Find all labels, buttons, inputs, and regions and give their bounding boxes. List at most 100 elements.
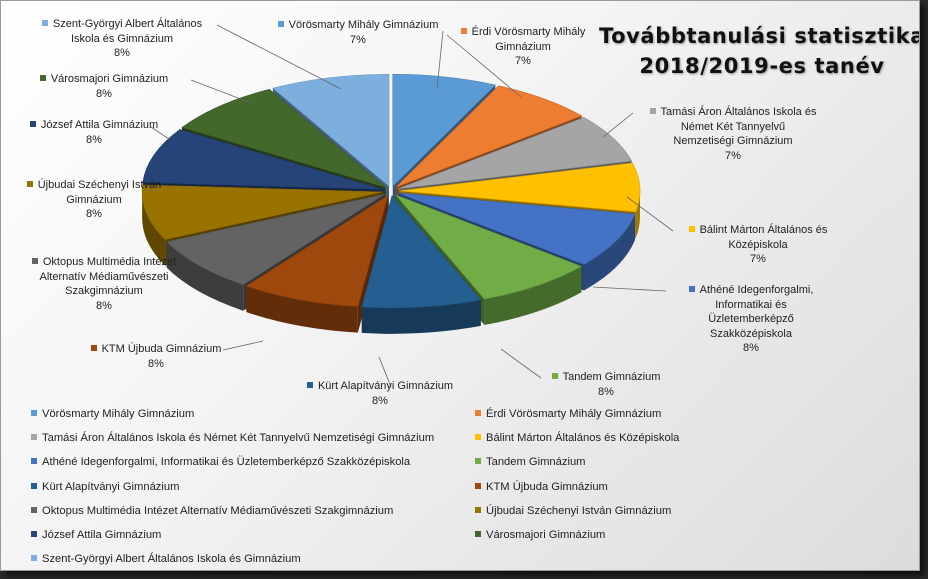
pie-slice-top xyxy=(398,117,633,190)
legend-marker xyxy=(475,506,481,513)
legend-marker xyxy=(475,482,481,489)
slice-label-marker xyxy=(306,382,313,388)
slice-label-text: Tandem Gimnázium xyxy=(562,371,661,383)
pie-slice-top xyxy=(361,195,482,309)
slice-label-name: Kürt Alapítványi Gimnázium xyxy=(295,379,465,394)
pie-slice-rim xyxy=(484,266,582,326)
slice-label: Tandem Gimnázium 8% xyxy=(541,370,671,399)
legend-item: Kürt Alapítványi Gimnázium xyxy=(31,480,179,494)
legend-marker xyxy=(31,434,37,441)
leader-line xyxy=(446,34,522,98)
legend-item: Oktopus Multimédia Intézet Alternatív Mé… xyxy=(31,504,393,518)
slice-label-name: Bálint Márton Általános és xyxy=(673,223,843,238)
slice-label-text: Informatikai és xyxy=(715,298,787,311)
slice-label-percent: 8% xyxy=(743,342,759,354)
slice-label-name: Érdi Vörösmarty Mihály xyxy=(443,25,603,40)
slice-label-name: Informatikai és xyxy=(666,298,836,313)
slice-label-name: Városmajori Gimnázium xyxy=(19,72,189,87)
legend-label: Athéné Idegenforgalmi, Informatikai és Ü… xyxy=(42,456,411,469)
pie-slice-top xyxy=(398,162,641,213)
slice-label-name: Tandem Gimnázium xyxy=(541,370,671,385)
slice-label-text: Szakközépiskola xyxy=(710,327,792,340)
legend-marker xyxy=(31,531,37,537)
slice-label-name: Oktopus Multimédia Intézet xyxy=(9,255,199,270)
leader-line xyxy=(592,286,667,292)
slice-label-name: Gimnázium xyxy=(443,40,603,55)
pie-slice-top xyxy=(245,194,389,307)
leader-line xyxy=(436,30,444,90)
slice-label-text: Oktopus Multimédia Intézet xyxy=(42,256,177,268)
slice-label-name: Tamási Áron Általános Iskola és xyxy=(633,105,833,120)
slice-label: Bálint Márton Általános és Középiskola 7% xyxy=(673,223,843,267)
leader-line xyxy=(198,262,212,272)
legend-item: KTM Újbuda Gimnázium xyxy=(475,480,608,494)
slice-label-text: Német Két Tannyelvű xyxy=(680,120,786,133)
slice-label-marker xyxy=(26,181,33,187)
slice-label-name: Szakgimnázium xyxy=(9,284,199,299)
slice-label: KTM Újbuda Gimnázium 8% xyxy=(71,342,241,371)
legend-label: Kürt Alapítványi Gimnázium xyxy=(42,480,180,493)
slice-label-name: Nemzetiségi Gimnázium xyxy=(633,134,833,149)
leader-line xyxy=(626,196,674,232)
slice-label-name: Athéné Idegenforgalmi, xyxy=(666,283,836,298)
leader-line xyxy=(378,356,392,388)
slice-label-name: Újbudai Széchenyi István xyxy=(9,178,179,193)
legend-item: Athéné Idegenforgalmi, Informatikai és Ü… xyxy=(31,455,410,469)
slice-label-text: Tamási Áron Általános Iskola és xyxy=(660,106,817,118)
slice-label-name: Iskola és Gimnázium xyxy=(27,32,217,47)
slice-label-text: Érdi Vörösmarty Mihály xyxy=(471,26,586,38)
slice-label-marker xyxy=(688,286,695,292)
pie-slice-top xyxy=(395,85,583,188)
legend-item: Szent-Györgyi Albert Általános Iskola és… xyxy=(31,552,301,566)
slice-label-text: KTM Újbuda Gimnázium xyxy=(101,343,222,355)
pie-slice-top xyxy=(272,74,390,187)
slice-label-marker xyxy=(277,21,284,27)
slice-label: Újbudai Széchenyi István Gimnázium 8% xyxy=(9,178,179,222)
slice-label: Városmajori Gimnázium 8% xyxy=(19,72,189,101)
slice-label-marker xyxy=(90,345,97,351)
leader-line xyxy=(190,79,252,104)
legend-item: Városmajori Gimnázium xyxy=(475,528,605,542)
legend-label: Szent-Györgyi Albert Általános Iskola és… xyxy=(42,553,301,566)
slice-label-text: Kürt Alapítványi Gimnázium xyxy=(317,380,454,392)
slice-label-text: Vörösmarty Mihály Gimnázium xyxy=(288,19,439,31)
pie-slice-rim xyxy=(166,241,244,311)
slice-label: Érdi Vörösmarty Mihály Gimnázium 7% xyxy=(443,25,603,69)
legend-marker xyxy=(31,555,37,562)
pie-chart xyxy=(141,24,674,388)
slice-label-percent: 7% xyxy=(350,33,366,46)
pie-slice-rim xyxy=(583,214,635,291)
slice-label-percent: 8% xyxy=(86,133,102,146)
leader-line xyxy=(150,126,170,140)
slice-label-marker xyxy=(31,258,38,264)
legend-label: Vörösmarty Mihály Gimnázium xyxy=(42,408,195,420)
chart-title-line-1: Továbbtanulási statisztika xyxy=(598,24,920,48)
pie-slice-top xyxy=(181,89,386,188)
legend-label: József Attila Gimnázium xyxy=(42,529,162,541)
legend-item: Tamási Áron Általános Iskola és Német Ké… xyxy=(31,431,434,445)
slice-label-text: Újbudai Széchenyi István xyxy=(37,179,162,191)
slice-label-marker xyxy=(649,108,656,114)
slice-label: Vörösmarty Mihály Gimnázium 7% xyxy=(263,18,453,47)
slice-label-text: Iskola és Gimnázium xyxy=(70,32,174,45)
legend-item: József Attila Gimnázium xyxy=(31,528,161,542)
slice-label-name: Német Két Tannyelvű xyxy=(633,120,833,135)
slice-label-text: Gimnázium xyxy=(495,40,551,53)
legend-marker xyxy=(475,531,481,537)
slice-label-percent: 8% xyxy=(598,385,614,398)
slice-label-percent: 8% xyxy=(96,299,112,312)
slice-label-text: Gimnázium xyxy=(66,193,122,206)
legend-marker xyxy=(475,458,481,465)
slice-label-text: Nemzetiségi Gimnázium xyxy=(673,135,793,147)
slice-label-percent: 7% xyxy=(725,149,741,162)
slice-label-name: Középiskola xyxy=(673,238,843,253)
slice-label: József Attila Gimnázium 8% xyxy=(9,118,179,147)
slice-label-text: Athéné Idegenforgalmi, xyxy=(699,284,814,296)
slice-label-text: Városmajori Gimnázium xyxy=(50,73,169,85)
slice-label-text: József Attila Gimnázium xyxy=(40,119,159,131)
slice-label-marker xyxy=(41,20,48,26)
slice-label-percent: 8% xyxy=(148,357,164,370)
slice-label-name: Üzletemberképző xyxy=(666,312,836,327)
pie-slice-top xyxy=(392,73,496,188)
legend-marker xyxy=(31,458,37,465)
